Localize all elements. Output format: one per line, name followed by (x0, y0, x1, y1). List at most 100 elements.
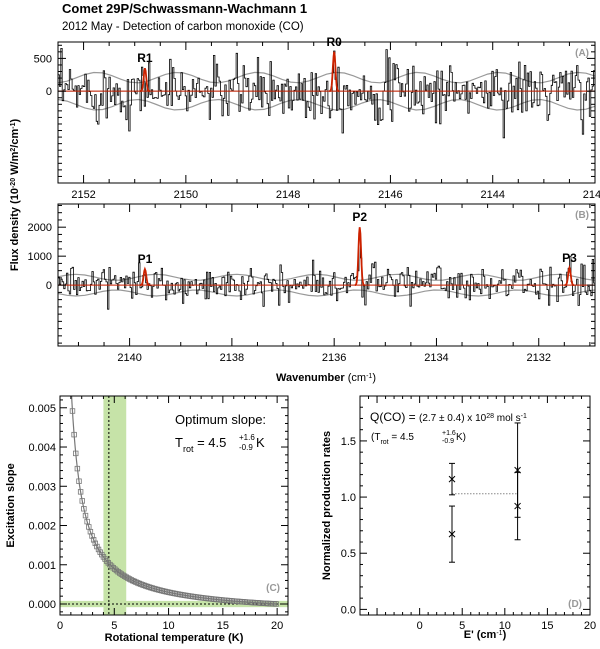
spectrum-trace (58, 48, 595, 139)
curve-marker (76, 478, 82, 484)
plot-frame (59, 395, 289, 616)
line-label-p1: P1 (138, 252, 153, 266)
x-tick-label: 2150 (174, 189, 198, 201)
curve-marker (89, 533, 95, 539)
y-tick-label: 0 (46, 280, 52, 292)
curve-marker (108, 563, 115, 569)
production-rate-annotation: Q(CO) = (2.7 ± 0.4) x 1028 mol s-1 (370, 410, 527, 424)
figure-title: Comet 29P/Schwassmann-Wachmann 1 (62, 1, 308, 16)
y-tick-label: 2000 (28, 222, 52, 234)
trot-upper-error: +1.6 (239, 433, 255, 442)
curve-marker (71, 431, 77, 438)
x-tick-label: 2132 (527, 352, 551, 364)
line-label-p3: P3 (562, 251, 577, 265)
curve-marker (69, 378, 74, 383)
x-tick-label: 15 (541, 620, 553, 632)
panel-b: P1 P2 P3 2140 2138 2136 2134 2132 0 1000 2000 (B) Wa… (28, 203, 596, 384)
x-tick-label: 2140 (117, 352, 141, 364)
y-tick-label: 0.000 (28, 599, 56, 611)
x-axis-label: Rotational temperature (K) (105, 632, 244, 644)
curve-marker (82, 512, 89, 519)
lower-sigma-envelope (57, 98, 596, 111)
x-tick-label: 2152 (71, 189, 95, 201)
panel-c-plot-area (60, 378, 288, 615)
x-tick-label: 2136 (322, 352, 346, 364)
panel-c: 0 5 10 15 20 0.000 0.001 0.002 0.003 0.004 0.005 Ro… (5, 378, 289, 644)
x-tick-label: 5 (459, 620, 465, 632)
lower-sigma-envelope (57, 289, 596, 297)
x-tick-label: 2144 (480, 189, 504, 201)
temperature-uncertainty-band (103, 396, 127, 615)
x-tick-label: 2142 (583, 189, 600, 201)
model-line-p3 (564, 264, 575, 286)
data-point (448, 475, 456, 483)
curve-marker (94, 543, 100, 550)
plot-frame (57, 203, 596, 347)
curve-marker (69, 408, 76, 414)
model-line-p2 (354, 227, 365, 286)
panel-d: 0 5 10 15 20 0.0 0.5 1.0 1.5 E' (cm-1) Normalized … (321, 395, 596, 641)
x-tick-label: 2148 (276, 189, 300, 201)
curve-marker (77, 489, 84, 495)
y-tick-label: 500 (34, 53, 52, 65)
upper-sigma-envelope (57, 273, 596, 281)
plot-frame (57, 41, 596, 184)
curve-marker (105, 560, 112, 566)
panel-label: (D) (568, 599, 582, 610)
x-axis-label: Wavenumber (cm-1) (276, 372, 376, 384)
trot-unit: K (256, 435, 265, 450)
y-tick-label: 0.004 (28, 442, 56, 454)
curve-marker (74, 465, 81, 472)
x-tick-label: 2146 (378, 189, 402, 201)
spectrum-trace (58, 230, 595, 310)
x-tick-label: 15 (217, 620, 229, 632)
y-tick-label: 0.003 (28, 481, 56, 493)
x-tick-label: 0 (417, 620, 423, 632)
figure-subtitle: 2012 May - Detection of carbon monoxide … (62, 21, 304, 33)
x-tick-label: 10 (499, 620, 511, 632)
curve-marker (90, 537, 97, 543)
curve-marker (273, 601, 279, 607)
panel-label: (C) (266, 583, 280, 594)
panel-a: R1R02152215021482146214421420500(A) (34, 35, 600, 201)
panel-label: (A) (575, 48, 589, 59)
y-tick-label: 1.5 (341, 436, 356, 448)
y-tick-label: 1.0 (341, 492, 356, 504)
optimum-slope-annotation: Optimum slope: (175, 412, 266, 427)
flux-density-axis-label: Flux density (10-20 W/m2/cm-1) (9, 119, 21, 272)
trot-note: (Trot = 4.5 (371, 432, 414, 446)
curve-marker (81, 506, 87, 512)
trot-unit: K) (456, 432, 466, 443)
curve-marker (110, 565, 116, 571)
curve-marker (79, 498, 85, 504)
trot-lower-error: -0.9 (442, 438, 454, 445)
y-tick-label: 0.005 (28, 403, 56, 415)
curve-marker (107, 561, 113, 568)
curve-marker (103, 558, 110, 564)
x-tick-label: 2134 (424, 352, 448, 364)
plot-frame (359, 395, 591, 616)
y-tick-label: 0.001 (28, 560, 56, 572)
y-tick-label: 0.002 (28, 521, 56, 533)
y-tick-label: 0.5 (341, 548, 356, 560)
x-tick-label: 20 (271, 620, 283, 632)
x-tick-label: 0 (57, 620, 63, 632)
y-axis-label: Normalized production rates (321, 431, 333, 580)
curve-marker (84, 518, 90, 525)
x-tick-label: 10 (162, 620, 174, 632)
line-label-p2: P2 (352, 210, 367, 224)
curve-marker (121, 573, 128, 579)
curve-marker (73, 450, 79, 457)
model-line-r1 (139, 67, 151, 93)
y-axis-label: Excitation slope (5, 463, 17, 547)
y-tick-label: 1000 (28, 251, 52, 263)
trot-annotation: Trot = 4.5 (175, 435, 226, 454)
y-tick-label: 0.0 (341, 604, 356, 616)
trot-upper-error: +1.6 (442, 430, 456, 437)
x-tick-label: 20 (584, 620, 596, 632)
trot-lower-error: -0.9 (239, 443, 253, 452)
x-tick-label: 5 (111, 620, 117, 632)
curve-marker (92, 540, 98, 547)
line-label-r1: R1 (137, 51, 153, 65)
